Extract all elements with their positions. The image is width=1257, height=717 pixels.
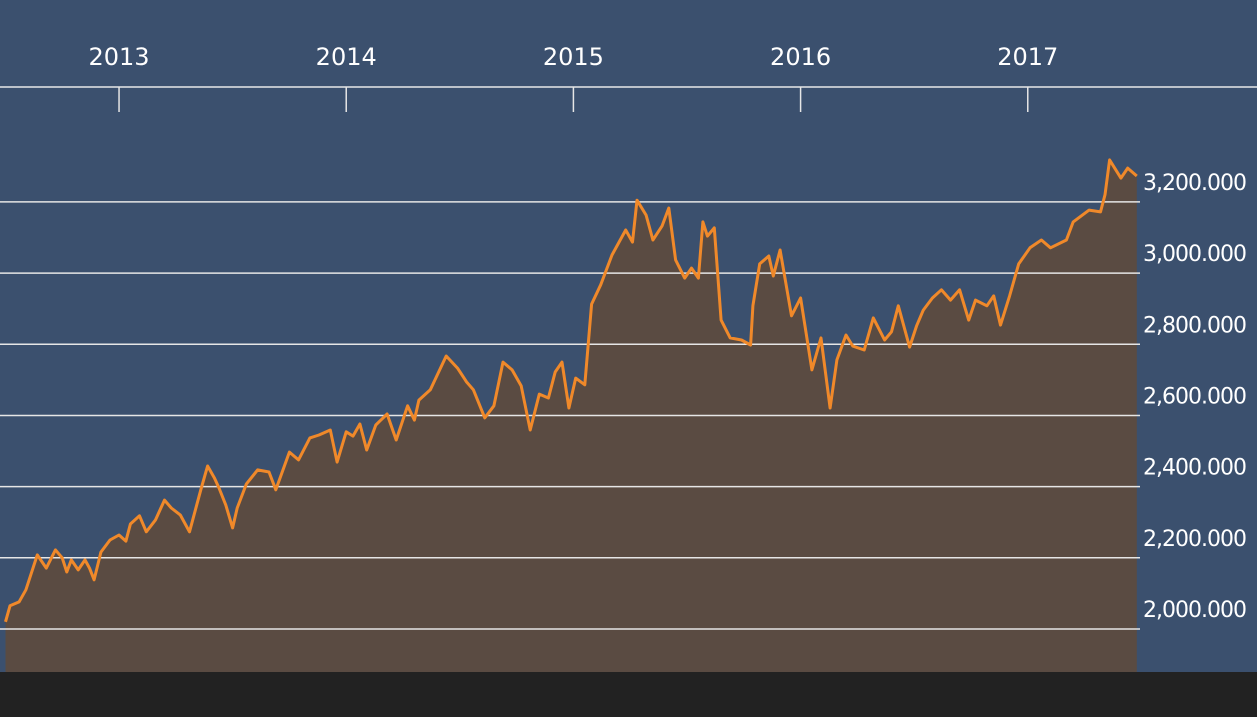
footer-band xyxy=(0,672,1257,717)
x-tick-label: 2016 xyxy=(770,43,831,71)
y-tick-label: 2,800.000 xyxy=(1143,313,1246,338)
y-tick-label: 2,000.000 xyxy=(1143,598,1246,623)
y-tick-label: 2,200.000 xyxy=(1143,527,1246,552)
x-tick-label: 2014 xyxy=(316,43,377,71)
y-tick-label: 2,400.000 xyxy=(1143,456,1246,481)
y-tick-label: 2,600.000 xyxy=(1143,384,1246,409)
y-tick-label: 3,000.000 xyxy=(1143,242,1246,267)
x-tick-label: 2013 xyxy=(89,43,150,71)
x-tick-label: 2015 xyxy=(543,43,604,71)
x-tick-label: 2017 xyxy=(997,43,1058,71)
y-tick-label: 3,200.000 xyxy=(1143,171,1246,196)
line xyxy=(4,158,1138,623)
